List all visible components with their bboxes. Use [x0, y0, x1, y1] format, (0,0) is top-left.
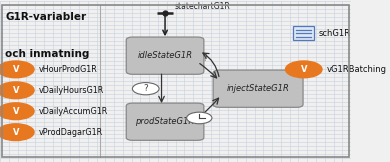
- Text: statechartG1R: statechartG1R: [175, 2, 230, 11]
- FancyBboxPatch shape: [126, 103, 204, 140]
- Circle shape: [187, 112, 212, 124]
- Text: schG1R: schG1R: [319, 29, 351, 38]
- Text: V: V: [12, 128, 19, 137]
- Text: ?: ?: [144, 84, 148, 93]
- Text: vProdDagarG1R: vProdDagarG1R: [39, 128, 103, 137]
- Circle shape: [0, 124, 34, 141]
- Text: injectStateG1R: injectStateG1R: [227, 84, 289, 93]
- Text: vHourProdG1R: vHourProdG1R: [39, 65, 98, 74]
- Circle shape: [132, 83, 159, 95]
- Circle shape: [0, 103, 34, 120]
- FancyBboxPatch shape: [293, 26, 314, 40]
- FancyBboxPatch shape: [213, 70, 303, 107]
- FancyBboxPatch shape: [126, 37, 204, 74]
- Text: V: V: [12, 65, 19, 74]
- Circle shape: [285, 61, 322, 78]
- Text: V: V: [12, 86, 19, 95]
- Text: vDailyHoursG1R: vDailyHoursG1R: [39, 86, 104, 95]
- Text: G1R-variabler: G1R-variabler: [5, 12, 87, 22]
- Text: V: V: [12, 107, 19, 116]
- Text: vDailyAccumG1R: vDailyAccumG1R: [39, 107, 108, 116]
- Text: och inmatning: och inmatning: [5, 49, 90, 59]
- Text: vG1RBatching: vG1RBatching: [326, 65, 386, 74]
- Text: idleStateG1R: idleStateG1R: [138, 51, 193, 60]
- Circle shape: [0, 82, 34, 99]
- Text: V: V: [301, 65, 307, 74]
- Circle shape: [0, 61, 34, 78]
- Text: ?: ?: [203, 54, 207, 63]
- Text: prodStateG1R: prodStateG1R: [135, 117, 195, 126]
